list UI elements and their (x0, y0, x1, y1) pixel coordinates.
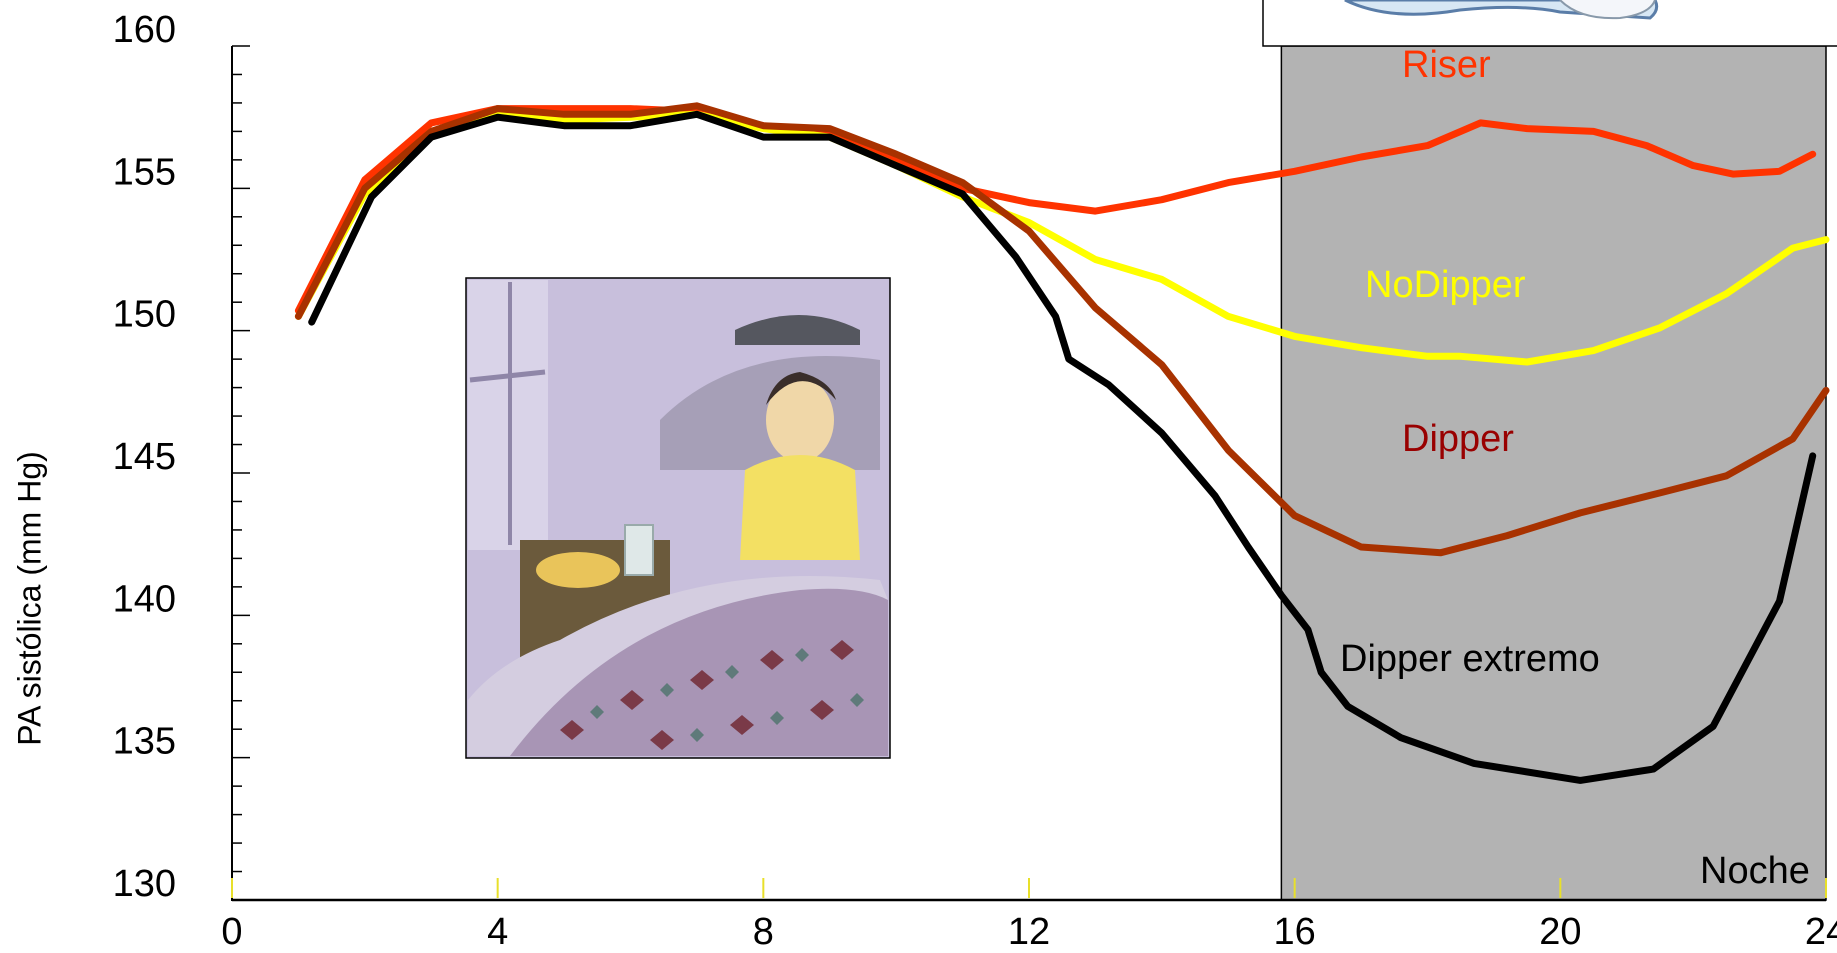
label-nodipper: NoDipper (1365, 264, 1526, 306)
x-tick-label: 4 (487, 911, 508, 953)
x-tick-label: 24 (1805, 911, 1837, 953)
label-dipper-extremo: Dipper extremo (1340, 638, 1600, 680)
x-tick-label: 16 (1274, 911, 1316, 953)
y-tick-label: 130 (113, 863, 176, 905)
y-tick-label: 145 (113, 436, 176, 478)
series-line-0 (294, 105, 1817, 315)
pillow-illustration (1262, 0, 1837, 47)
y-tick-label: 140 (113, 578, 176, 620)
x-tick-label: 8 (753, 911, 774, 953)
y-tick-label: 155 (113, 151, 176, 193)
bed-illustration (465, 277, 891, 759)
y-tick-label: 150 (113, 294, 176, 336)
series-line-3 (308, 110, 1817, 784)
y-tick-label: 135 (113, 721, 176, 763)
series-line-2 (294, 102, 1830, 557)
x-tick-label: 20 (1539, 911, 1581, 953)
label-riser: Riser (1402, 44, 1491, 86)
y-tick-label: 160 (113, 9, 176, 51)
series-line-1 (294, 110, 1830, 366)
x-tick-label: 0 (221, 911, 242, 953)
label-dipper: Dipper (1402, 418, 1514, 460)
label-noche: Noche (1700, 850, 1810, 892)
x-tick-label: 12 (1008, 911, 1050, 953)
